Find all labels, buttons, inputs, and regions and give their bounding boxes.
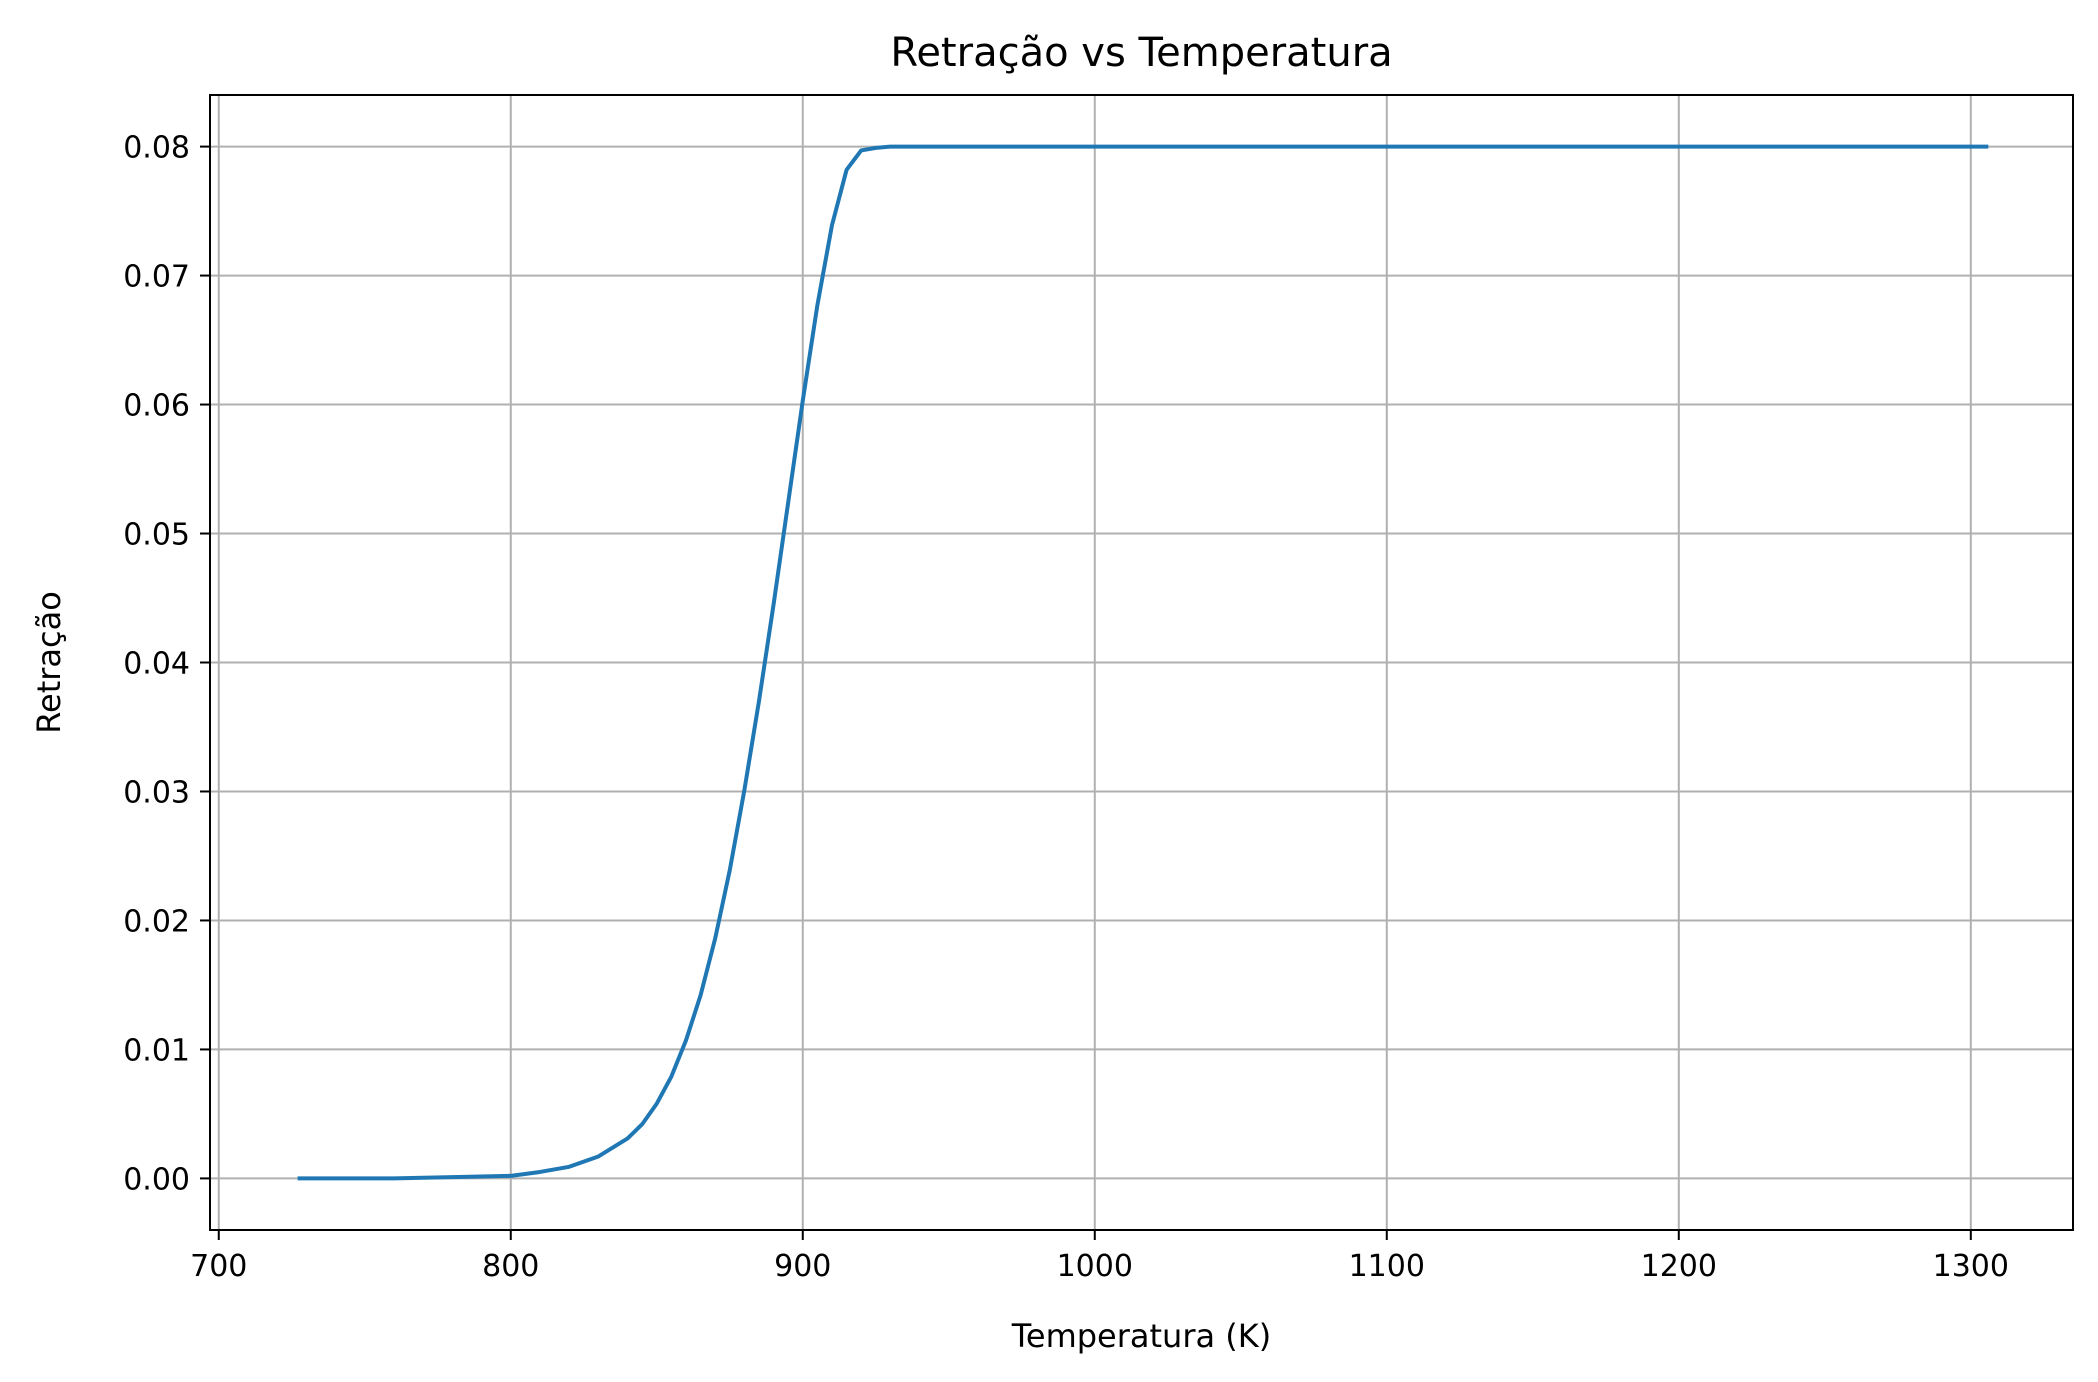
y-tick-label: 0.00 <box>123 1162 190 1197</box>
y-tick-label: 0.07 <box>123 260 190 295</box>
x-tick-label: 800 <box>482 1249 539 1284</box>
y-tick-label: 0.04 <box>123 647 190 682</box>
y-tick-label: 0.03 <box>123 775 190 810</box>
x-tick-label: 1200 <box>1641 1249 1717 1284</box>
series-layer <box>297 144 1989 1181</box>
y-tick-label: 0.05 <box>123 518 190 553</box>
x-tick-label: 700 <box>190 1249 247 1284</box>
y-tick-label: 0.06 <box>123 389 190 424</box>
x-tick-label: 1000 <box>1057 1249 1133 1284</box>
series-line <box>297 144 1989 1181</box>
x-tick-label: 1300 <box>1933 1249 2009 1284</box>
y-axis-label: Retração <box>30 591 68 734</box>
x-axis-label: Temperatura (K) <box>1011 1317 1271 1355</box>
y-tick-label: 0.02 <box>123 904 190 939</box>
y-tick-label: 0.01 <box>123 1033 190 1068</box>
chart-title: Retração vs Temperatura <box>890 30 1392 76</box>
y-tick-label: 0.08 <box>123 131 190 166</box>
x-tick-label: 900 <box>774 1249 831 1284</box>
grid <box>210 95 2073 1230</box>
x-tick-label: 1100 <box>1349 1249 1425 1284</box>
x-axis: 700 800 900 1000 1100 1200 1300 <box>190 1230 2009 1284</box>
y-axis: 0.00 0.01 0.02 0.03 0.04 0.05 0.06 0.07 0.08 <box>123 131 210 1197</box>
